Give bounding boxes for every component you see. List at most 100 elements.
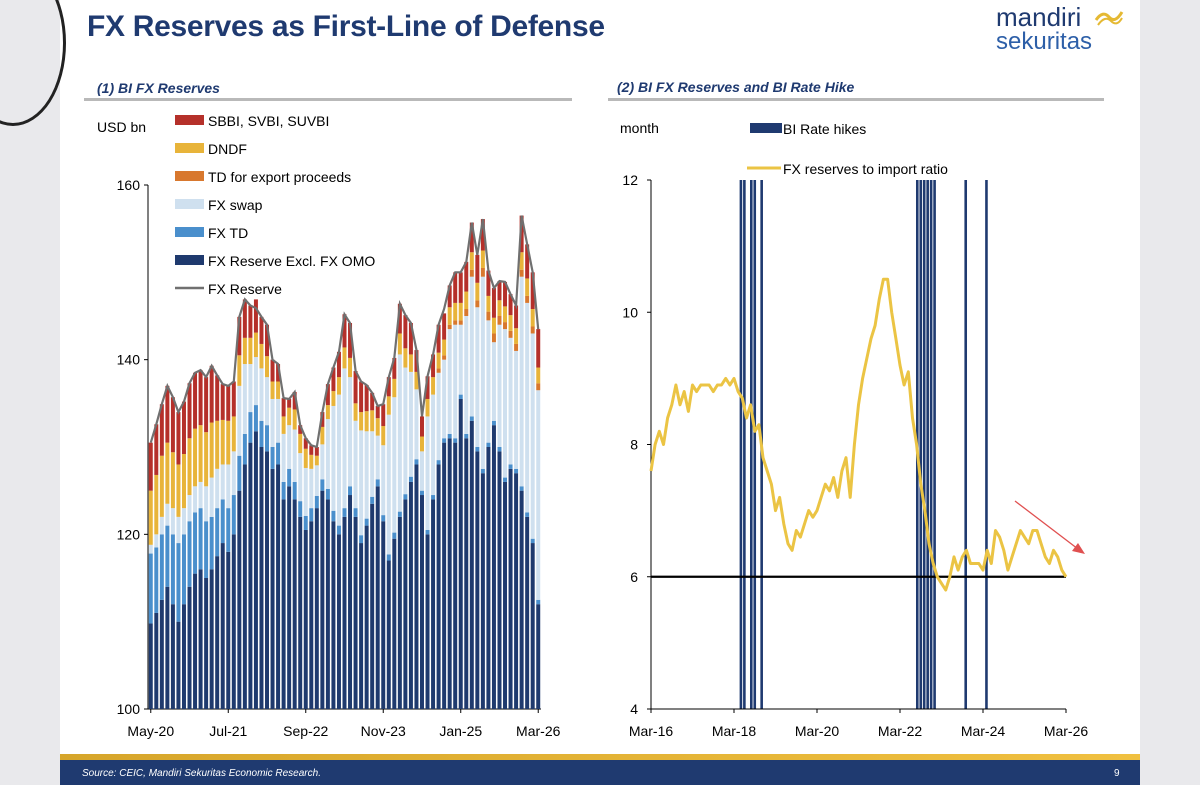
chart1-bar-excl-fx-omo bbox=[442, 442, 447, 709]
chart1-bar-excl-fx-omo bbox=[458, 398, 463, 709]
chart1-bar-fx-swap bbox=[231, 451, 236, 496]
chart1-legend-label: DNDF bbox=[208, 141, 247, 157]
chart1-bar-fx-td bbox=[519, 486, 524, 491]
chart1-bar-excl-fx-omo bbox=[497, 451, 502, 709]
chart1-bar-excl-fx-omo bbox=[420, 495, 424, 709]
chart1-bar-excl-fx-omo bbox=[176, 621, 181, 709]
chart1-bar-fx-swap bbox=[181, 508, 186, 535]
chart1-bar-fx-td bbox=[491, 420, 496, 426]
chart1-bar-excl-fx-omo bbox=[259, 447, 264, 709]
chart2-title-rule bbox=[608, 98, 1104, 101]
chart1-bar-excl-fx-omo bbox=[309, 521, 314, 709]
chart1-bar-fx-swap bbox=[491, 342, 496, 421]
chart1-bar-sbbi bbox=[292, 391, 297, 410]
chart2-ytick-label: 10 bbox=[622, 304, 638, 320]
chart1-legend-label: SBBI, SVBI, SUVBI bbox=[208, 113, 329, 129]
chart1-bar-excl-fx-omo bbox=[215, 556, 220, 709]
chart1-bar-fx-td bbox=[226, 508, 231, 552]
page-title: FX Reserves as First-Line of Defense bbox=[87, 10, 605, 43]
chart1-bar-fx-swap bbox=[165, 503, 170, 526]
chart1-bar-excl-fx-omo bbox=[165, 586, 170, 709]
chart1-bar-dndf bbox=[525, 278, 530, 296]
chart1-bar-sbbi bbox=[436, 324, 441, 353]
chart1-bar-fx-td bbox=[181, 534, 186, 605]
chart1-bar-dndf bbox=[453, 302, 458, 321]
chart1-bar-fx-td bbox=[370, 496, 375, 504]
logo-wave-icon bbox=[1094, 11, 1124, 26]
chart1-bar-sbbi bbox=[475, 254, 480, 283]
chart1-bar-fx-td bbox=[298, 501, 303, 517]
chart1-bar-sbbi bbox=[447, 285, 452, 308]
chart1-bar-fx-td bbox=[198, 508, 203, 570]
chart1-bar-excl-fx-omo bbox=[519, 490, 524, 709]
chart1-bar-excl-fx-omo bbox=[242, 464, 247, 709]
chart1-bar-excl-fx-omo bbox=[265, 451, 269, 709]
chart1-bar-sbbi bbox=[231, 381, 236, 417]
chart2-rate-hike-bar bbox=[929, 180, 933, 709]
chart1-xtick-label: May-20 bbox=[127, 723, 174, 739]
chart1-bar-excl-fx-omo bbox=[392, 538, 397, 709]
chart1-bar-td-export bbox=[475, 300, 480, 308]
chart1-bar-fx-swap bbox=[309, 468, 314, 509]
chart1-bar-sbbi bbox=[281, 398, 286, 417]
chart1-bar-fx-swap bbox=[209, 477, 214, 517]
chart1-legend-label: FX Reserve Excl. FX OMO bbox=[208, 253, 375, 269]
chart1-bar-excl-fx-omo bbox=[425, 534, 430, 709]
chart1-bar-fx-td bbox=[303, 515, 308, 530]
chart1-bar-fx-swap bbox=[420, 451, 424, 491]
chart1-bar-fx-swap bbox=[265, 377, 269, 426]
chart1-bar-fx-td bbox=[475, 447, 480, 452]
chart1-bar-excl-fx-omo bbox=[320, 490, 325, 709]
chart1-bar-fx-td bbox=[403, 494, 408, 500]
chart1-bar-fx-td bbox=[447, 433, 452, 439]
chart1-bar-dndf bbox=[414, 371, 419, 390]
chart1-bar-sbbi bbox=[298, 425, 303, 434]
chart1-bar-fx-td bbox=[486, 442, 491, 447]
chart1-bar-excl-fx-omo bbox=[270, 468, 275, 709]
chart1-bar-fx-td bbox=[148, 553, 153, 624]
chart1-bar-sbbi bbox=[176, 412, 181, 465]
chart1-bar-fx-td bbox=[458, 394, 463, 399]
chart1-bar-dndf bbox=[359, 412, 364, 431]
chart1-bar-excl-fx-omo bbox=[447, 438, 452, 709]
chart1-bar-excl-fx-omo bbox=[536, 604, 541, 709]
chart1-ytick-label: 140 bbox=[117, 352, 141, 368]
chart1-bar-sbbi bbox=[420, 416, 424, 437]
chart1-bar-td-export bbox=[514, 343, 519, 351]
chart1-bar-fx-td bbox=[508, 464, 513, 469]
chart1-bar-fx-swap bbox=[436, 372, 441, 461]
chart2-ytick-label: 6 bbox=[630, 569, 638, 585]
chart1-bar-excl-fx-omo bbox=[159, 599, 164, 709]
chart1-bar-dndf bbox=[231, 416, 236, 452]
chart1-bar-dndf bbox=[253, 332, 258, 358]
chart1-bar-sbbi bbox=[497, 281, 502, 301]
chart1-bar-dndf bbox=[187, 438, 192, 496]
chart1-bar-td-export bbox=[486, 311, 491, 321]
chart1-bar-excl-fx-omo bbox=[193, 573, 198, 709]
chart2-rate-hike-bar bbox=[933, 180, 936, 709]
chart1-bar-dndf bbox=[281, 416, 286, 434]
chart1-legend-label: FX TD bbox=[208, 225, 248, 241]
chart1-bar-fx-swap bbox=[276, 398, 281, 443]
chart1-bar-fx-td bbox=[381, 515, 386, 522]
chart1-bar-fx-swap bbox=[325, 419, 330, 489]
chart1-bar-dndf bbox=[309, 454, 314, 469]
chart2-legend-label-ratio: FX reserves to import ratio bbox=[783, 161, 948, 177]
chart1-bar-dndf bbox=[420, 436, 424, 452]
chart1-bar-fx-swap bbox=[431, 394, 436, 496]
chart1-bar-dndf bbox=[425, 398, 430, 417]
chart1-bar-excl-fx-omo bbox=[226, 551, 231, 709]
chart1-bar-fx-td bbox=[237, 455, 242, 491]
chart1-bar-excl-fx-omo bbox=[364, 525, 369, 709]
chart1-bar-fx-td bbox=[364, 518, 369, 526]
chart1-bar-fx-td bbox=[270, 447, 275, 469]
chart1-bar-fx-td bbox=[353, 508, 358, 517]
chart1-bar-excl-fx-omo bbox=[514, 473, 519, 709]
chart1-bar-td-export bbox=[447, 324, 452, 330]
chart1-bar-dndf bbox=[503, 306, 508, 323]
chart1-bar-excl-fx-omo bbox=[508, 468, 513, 709]
chart1-bar-dndf bbox=[364, 411, 369, 432]
chart1-bar-dndf bbox=[392, 378, 397, 398]
chart1-bar-excl-fx-omo bbox=[480, 473, 485, 709]
